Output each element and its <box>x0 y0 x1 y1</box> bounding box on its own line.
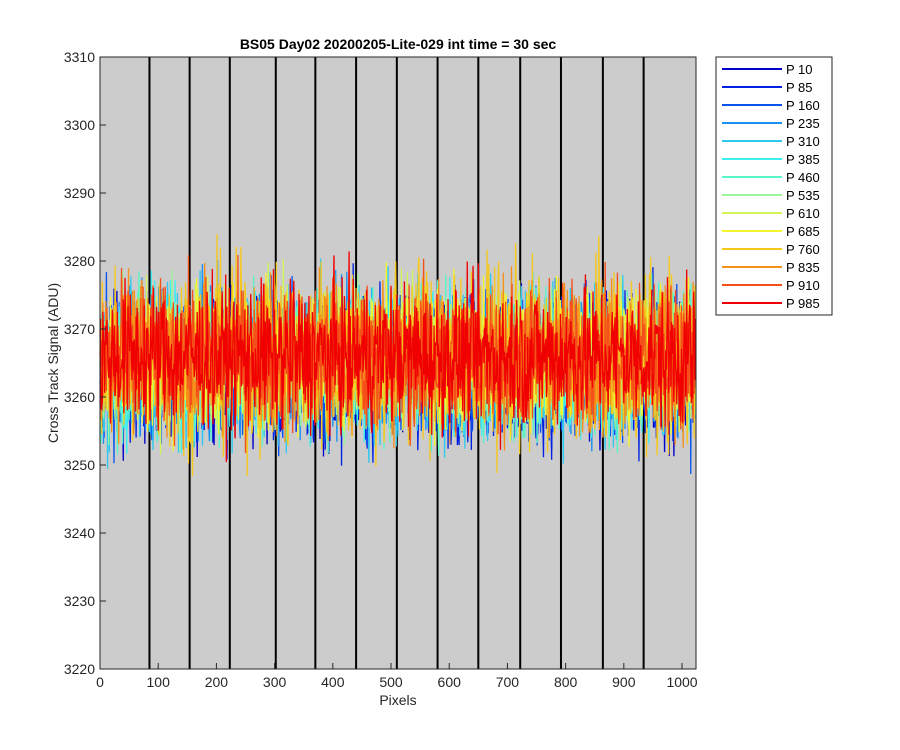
y-axis: 3220 3230 3240 3250 3260 3270 3280 3290 3300 3310 <box>64 49 106 677</box>
legend-box <box>715 56 833 316</box>
y-tick-label: 3270 <box>64 321 95 337</box>
y-axis-label: Cross Track Signal (ADU) <box>45 283 61 443</box>
legend-label: P 835 <box>786 260 820 275</box>
x-axis-label: Pixels <box>379 692 416 708</box>
series-line-p-985 <box>99 251 697 463</box>
y-tick-label: 3260 <box>64 389 95 405</box>
y-tick-label: 3300 <box>64 117 95 133</box>
x-tick-label: 300 <box>263 674 287 690</box>
y-tick-label: 3250 <box>64 457 95 473</box>
plot-frame <box>99 56 697 670</box>
x-tick-label: 700 <box>496 674 520 690</box>
legend-label: P 685 <box>786 224 820 239</box>
x-tick-label: 500 <box>379 674 403 690</box>
legend-label: P 610 <box>786 206 820 221</box>
legend-label: P 385 <box>786 152 820 167</box>
legend-label: P 10 <box>786 62 813 77</box>
legend-label: P 85 <box>786 80 813 95</box>
legend-label: P 535 <box>786 188 820 203</box>
legend-label: P 160 <box>786 98 820 113</box>
x-tick-label: 200 <box>205 674 229 690</box>
x-axis: 0 100 200 300 400 500 600 700 800 900 1000 <box>96 663 698 690</box>
y-tick-label: 3220 <box>64 661 95 677</box>
legend-label: P 760 <box>786 242 820 257</box>
x-tick-label: 1000 <box>666 674 697 690</box>
x-tick-label: 400 <box>321 674 345 690</box>
y-tick-label: 3290 <box>64 185 95 201</box>
y-tick-label: 3280 <box>64 253 95 269</box>
x-tick-label: 0 <box>96 674 104 690</box>
y-tick-label: 3240 <box>64 525 95 541</box>
chart-title: BS05 Day02 20200205-Lite-029 int time = … <box>240 36 557 52</box>
legend-label: P 985 <box>786 296 820 311</box>
x-tick-label: 900 <box>612 674 636 690</box>
legend-label: P 310 <box>786 134 820 149</box>
x-tick-label: 600 <box>438 674 462 690</box>
y-tick-label: 3230 <box>64 593 95 609</box>
x-tick-label: 800 <box>554 674 578 690</box>
legend-label: P 910 <box>786 278 820 293</box>
y-tick-label: 3310 <box>64 49 95 65</box>
series-layer <box>99 233 697 477</box>
legend-label: P 235 <box>786 116 820 131</box>
x-tick-label: 100 <box>147 674 171 690</box>
legend: P 10 P 85 P 160 P 235 P 310 P 385 P 460 P 535 P … <box>715 56 833 316</box>
legend-label: P 460 <box>786 170 820 185</box>
